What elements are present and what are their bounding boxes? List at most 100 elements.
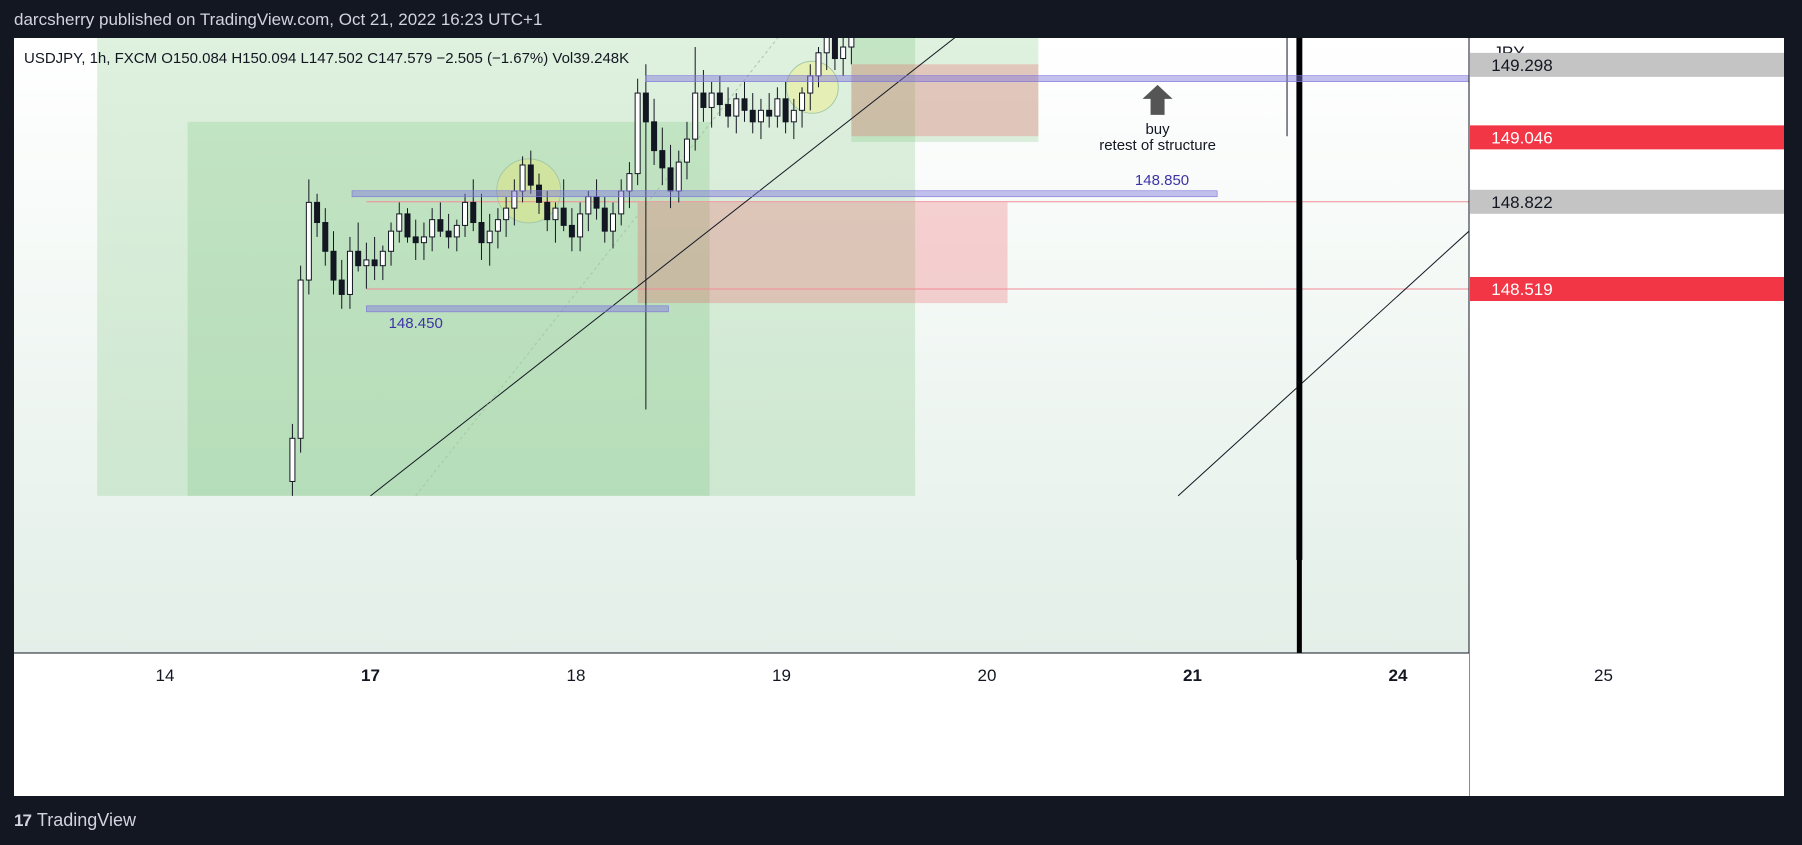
- tradingview-logo-icon: 17: [14, 810, 32, 830]
- candle: [322, 222, 329, 252]
- candle: [527, 164, 534, 186]
- candle: [651, 121, 658, 152]
- candle: [782, 98, 789, 123]
- candle: [305, 201, 312, 281]
- candle: [314, 201, 321, 224]
- candle: [437, 219, 444, 232]
- profit-zone: [187, 121, 710, 496]
- candle: [462, 201, 469, 226]
- candle: [346, 250, 353, 295]
- publisher-line: darcsherry published on TradingView.com,…: [14, 10, 543, 29]
- level-line: [351, 190, 1218, 198]
- candle: [741, 98, 748, 111]
- candle: [519, 164, 526, 192]
- brand-name: TradingView: [36, 810, 136, 830]
- candle: [412, 236, 419, 244]
- candle: [733, 98, 740, 117]
- time-axis: [14, 653, 1469, 796]
- chart-panel[interactable]: 150.000149.250148.850148.450BUYbreakout/…: [14, 38, 1784, 796]
- candle: [774, 98, 781, 117]
- candle: [297, 279, 304, 439]
- candle: [544, 201, 551, 221]
- price-badge-label: 149.046: [1491, 128, 1552, 147]
- candle: [470, 201, 477, 224]
- candle: [503, 207, 510, 221]
- candle: [445, 230, 452, 238]
- candle: [552, 207, 559, 221]
- candle: [790, 109, 797, 123]
- candle: [692, 92, 699, 140]
- time-label: 20: [978, 666, 997, 685]
- candle: [675, 161, 682, 192]
- time-label: 19: [772, 666, 791, 685]
- price-badge: [1470, 52, 1784, 77]
- candle: [330, 250, 337, 281]
- candle: [716, 92, 723, 106]
- candle: [749, 109, 756, 123]
- candle: [560, 207, 567, 226]
- plot-background: [14, 38, 1469, 653]
- candle: [757, 109, 764, 123]
- profit-zone: [851, 38, 1039, 142]
- level-label: 148.850: [1135, 172, 1189, 189]
- candle: [634, 92, 641, 175]
- footer: 17 TradingView: [14, 810, 136, 831]
- candle: [823, 38, 830, 54]
- candle: [404, 213, 411, 238]
- candle: [659, 150, 666, 169]
- candle: [815, 52, 822, 77]
- price-axis: [1469, 38, 1784, 796]
- candle: [486, 230, 493, 244]
- price-badge: [1470, 276, 1784, 301]
- price-badge: [1470, 125, 1784, 150]
- candle: [609, 213, 616, 232]
- candle: [371, 259, 378, 267]
- candle: [585, 196, 592, 215]
- annotation-subtitle: retest of structure: [1099, 137, 1216, 154]
- candle: [429, 219, 436, 238]
- candle: [453, 224, 460, 238]
- candle: [831, 38, 838, 60]
- candle: [338, 279, 345, 295]
- candle: [683, 138, 690, 163]
- up-arrow-icon: [1142, 84, 1173, 115]
- candle: [494, 219, 501, 232]
- candle: [642, 92, 649, 123]
- candle: [725, 104, 732, 117]
- candle: [766, 109, 773, 117]
- candle: [420, 236, 427, 244]
- candle: [396, 213, 403, 232]
- time-label: 24: [1389, 666, 1408, 685]
- candle: [700, 92, 707, 108]
- candle: [799, 92, 806, 111]
- candle: [626, 173, 633, 192]
- drop-candle: [1296, 38, 1302, 653]
- trendline: [370, 38, 956, 497]
- level-line: [366, 305, 669, 313]
- symbol-legend: USDJPY, 1h, FXCM O150.084 H150.094 L147.…: [24, 50, 630, 67]
- annotation-title: buy: [1145, 121, 1170, 138]
- plot-area: 150.000149.250148.850148.450BUYbreakout/…: [97, 38, 1469, 653]
- price-badge-label: 149.298: [1491, 56, 1552, 75]
- price-chart[interactable]: 150.000149.250148.850148.450BUYbreakout/…: [14, 38, 1784, 796]
- time-label: 14: [156, 666, 175, 685]
- trendline: [1177, 230, 1469, 497]
- candle: [355, 250, 362, 267]
- candle: [289, 437, 296, 482]
- candle: [363, 259, 370, 267]
- candle: [379, 250, 386, 267]
- candle: [667, 167, 674, 192]
- loss-zone: [851, 64, 1039, 137]
- time-label: 21: [1183, 666, 1202, 685]
- candle: [577, 213, 584, 238]
- candle: [536, 184, 543, 203]
- loss-zone: [637, 202, 1008, 304]
- level-label: 148.450: [389, 315, 443, 332]
- candle: [388, 230, 395, 252]
- candle: [708, 92, 715, 108]
- price-badge: [1470, 189, 1784, 214]
- price-badge-label: 148.519: [1491, 280, 1552, 299]
- candle: [568, 224, 575, 238]
- time-label: 18: [567, 666, 586, 685]
- level-line: [645, 75, 1469, 82]
